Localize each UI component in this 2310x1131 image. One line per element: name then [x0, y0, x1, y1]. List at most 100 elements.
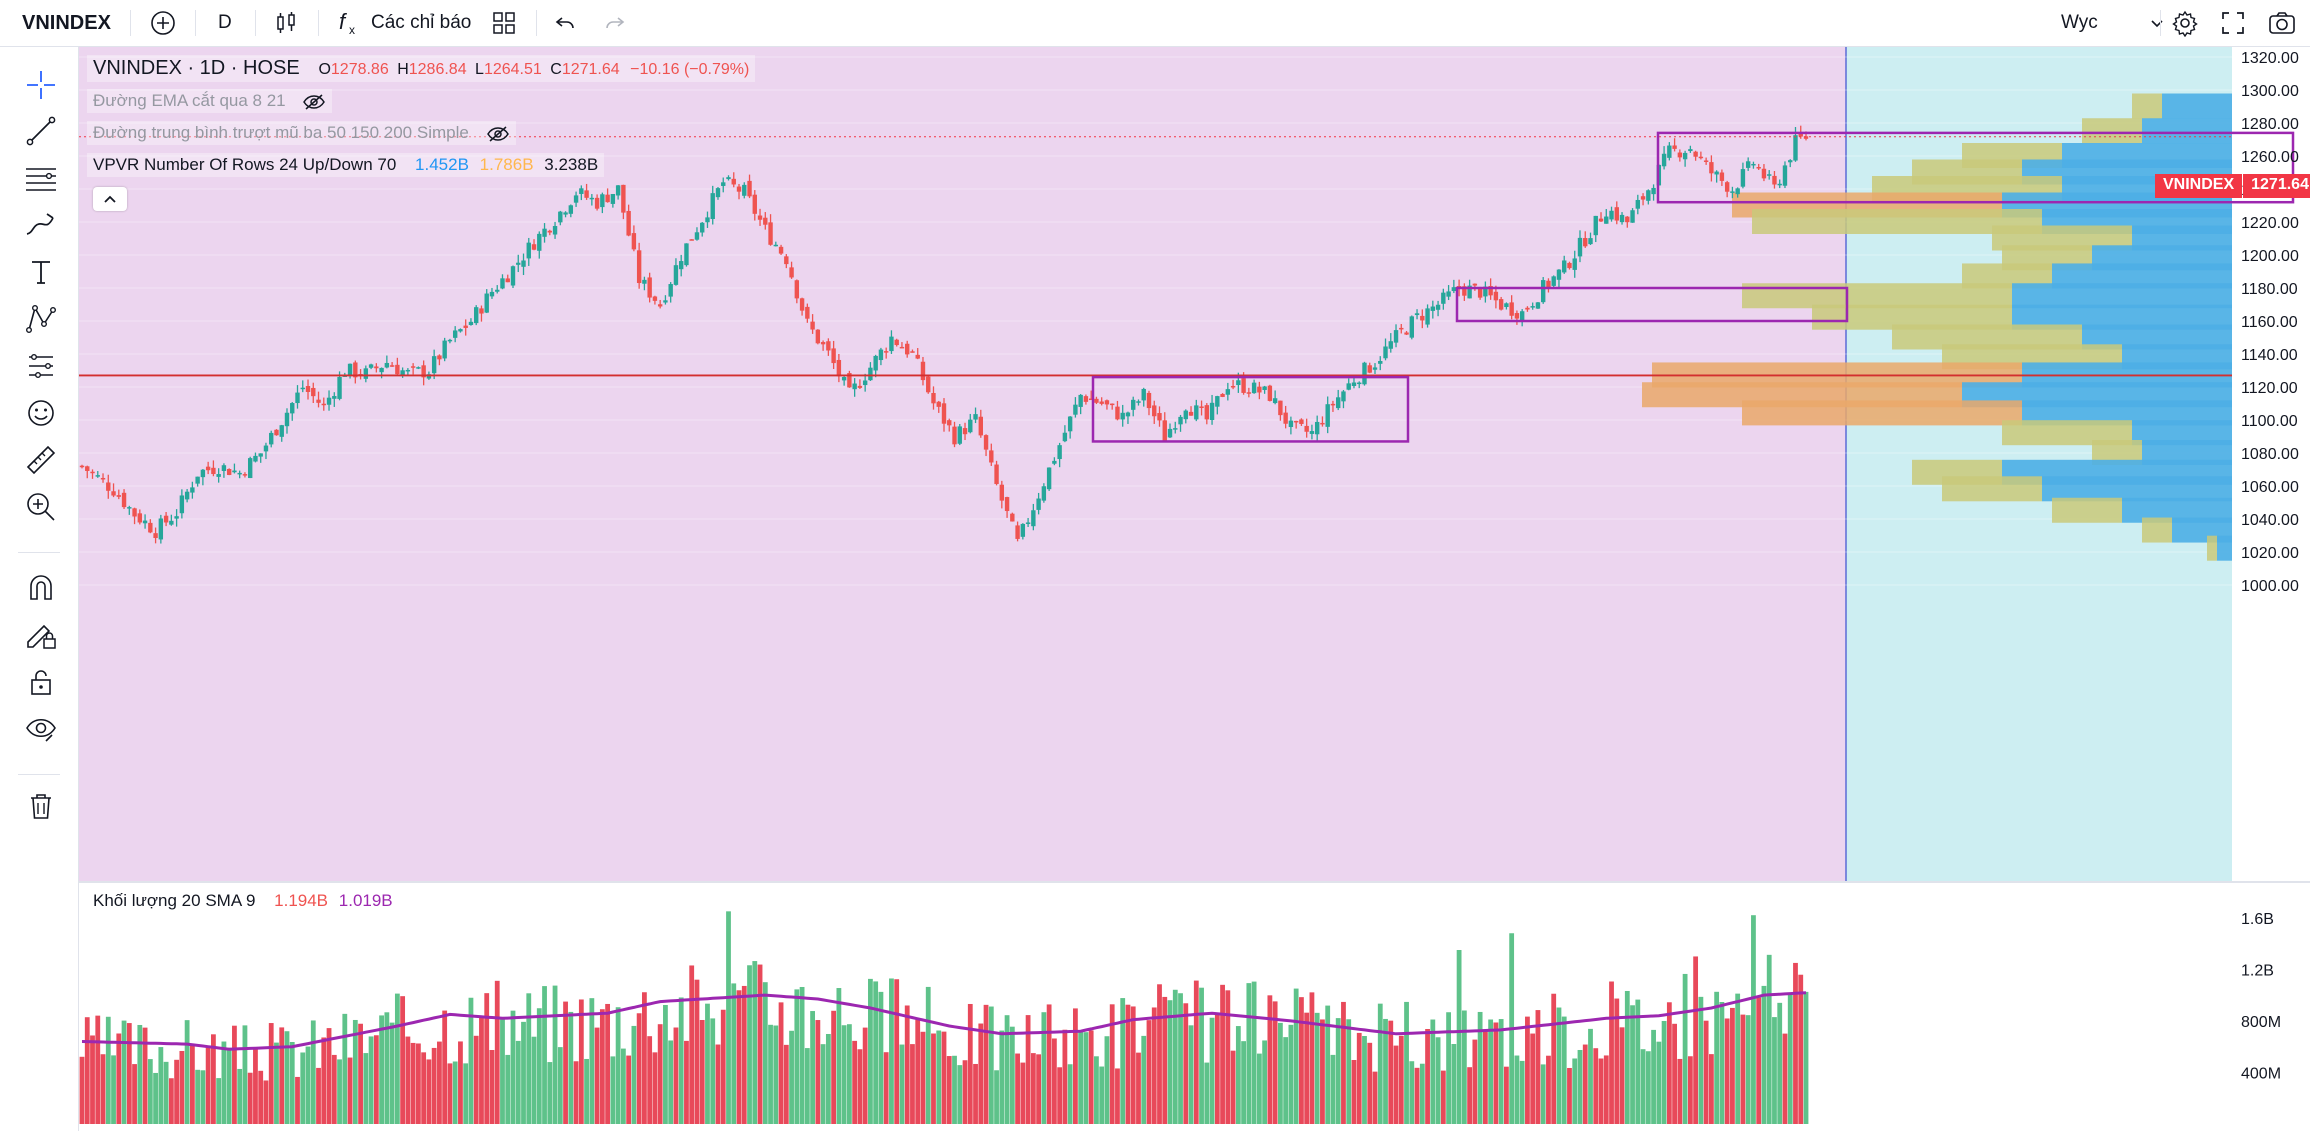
volume-bar — [831, 1010, 837, 1124]
emoji-tool[interactable] — [22, 394, 60, 432]
volume-bar — [846, 1024, 852, 1124]
volume-bar — [437, 1041, 442, 1124]
candle-body — [1157, 413, 1162, 421]
volume-bar — [946, 1056, 952, 1124]
candle-body — [915, 354, 920, 359]
lock-drawing-tool[interactable] — [22, 616, 60, 654]
candle-body — [805, 306, 810, 319]
collapse-legend-button[interactable] — [93, 187, 127, 211]
candle-body — [736, 186, 742, 192]
volume-bar — [1798, 974, 1804, 1124]
forecast-tool[interactable] — [22, 347, 60, 385]
candle-body — [631, 233, 637, 250]
candle-body — [994, 464, 999, 484]
candle-body — [484, 293, 489, 313]
candle-body — [710, 193, 715, 220]
magnet-tool[interactable] — [22, 569, 60, 607]
text-tool[interactable] — [22, 253, 60, 291]
vpvr-legend[interactable]: VPVR Number Of Rows 24 Up/Down 70 1.452B… — [87, 153, 605, 177]
volume-bar — [1277, 1022, 1283, 1124]
candle-body — [379, 367, 384, 373]
brush-tool[interactable] — [22, 206, 60, 244]
volume-bar — [1094, 1056, 1099, 1124]
volume-bar — [857, 1049, 863, 1124]
candle-body — [657, 304, 663, 307]
chart-type-button[interactable] — [272, 0, 300, 46]
crosshair-tool[interactable] — [22, 66, 60, 104]
volume-bar — [1493, 1022, 1499, 1124]
volume-bar — [1451, 1044, 1457, 1124]
ema-legend[interactable]: Đường EMA cắt qua 8 21 — [87, 89, 333, 113]
candle-body — [668, 284, 673, 297]
volume-legend[interactable]: Khối lượng 20 SMA 9 1.194B 1.019B — [93, 891, 393, 911]
volume-bar — [852, 1040, 858, 1124]
brush-icon — [26, 213, 54, 235]
undo-icon — [555, 17, 574, 29]
layout-button[interactable] — [491, 0, 517, 46]
candle-body — [1272, 398, 1278, 404]
volume-bar — [174, 1059, 180, 1124]
price-axis-label: 1000.00 — [2241, 578, 2299, 595]
volume-bar — [1272, 1001, 1278, 1124]
watchlist-select[interactable]: Wyc — [2061, 0, 2168, 46]
horizontal-lines-tool[interactable] — [22, 159, 60, 197]
compare-button[interactable] — [149, 0, 177, 46]
volume-bar — [952, 1055, 957, 1124]
ruler-tool[interactable] — [22, 441, 60, 479]
visibility-tool[interactable] — [22, 710, 60, 748]
fullscreen-button[interactable] — [2220, 0, 2246, 46]
candle-body — [700, 222, 705, 233]
rectangle-drawing — [1656, 131, 2295, 204]
candle-body — [1435, 304, 1441, 310]
volume-bar — [1546, 1055, 1551, 1124]
undo-button[interactable] — [553, 0, 577, 46]
redo-button[interactable] — [603, 0, 627, 46]
candle-body — [905, 343, 910, 355]
eye-off-icon[interactable] — [302, 93, 326, 111]
remove-drawings-tool[interactable] — [22, 787, 60, 825]
candle-body — [1362, 362, 1367, 385]
volume-bar — [126, 1023, 132, 1124]
symbol-search-button[interactable]: VNINDEX — [22, 0, 111, 46]
eye-off-icon[interactable] — [486, 125, 510, 143]
candle-body — [537, 233, 542, 251]
volume-bar — [1288, 1024, 1294, 1124]
settings-button[interactable] — [2171, 0, 2199, 46]
candle-body — [1304, 425, 1309, 432]
volume-bar — [352, 1019, 358, 1124]
zoom-in-tool[interactable] — [22, 488, 60, 526]
snapshot-button[interactable] — [2268, 0, 2296, 46]
volume-bar — [326, 1028, 332, 1124]
candle-body — [663, 300, 668, 303]
lock-tool[interactable] — [22, 663, 60, 701]
volume-bar — [1356, 1032, 1362, 1124]
volume-sma-value: 1.019B — [338, 891, 393, 910]
candle-body — [558, 211, 563, 223]
candle-body — [531, 244, 537, 250]
volume-bar — [342, 1013, 348, 1124]
price-chart[interactable]: 1320.001300.001280.001260.001240.001220.… — [79, 47, 2310, 1131]
candle-body — [184, 491, 190, 500]
volume-bar — [100, 1054, 106, 1124]
volume-bar — [468, 997, 474, 1124]
symbol-legend[interactable]: VNINDEX · 1D · HOSE O1278.86 H1286.84 L1… — [87, 55, 756, 82]
volume-bar — [184, 1020, 190, 1124]
candle-body — [1441, 292, 1446, 304]
chart-area[interactable]: 1320.001300.001280.001260.001240.001220.… — [79, 47, 2310, 1131]
volume-bar — [1251, 981, 1257, 1124]
interval-button[interactable]: D — [218, 0, 232, 46]
candle-body — [768, 222, 773, 245]
candle-body — [1299, 419, 1304, 424]
candle-body — [868, 367, 873, 381]
trend-line-tool[interactable] — [22, 112, 60, 150]
candle-body — [1767, 174, 1772, 176]
ma-legend[interactable]: Đường trung bình trượt mũ ba 50 150 200 … — [87, 121, 516, 145]
volume-bar — [1204, 1062, 1210, 1124]
volume-bar — [1430, 1019, 1436, 1124]
candle-body — [1251, 382, 1257, 394]
volume-bar — [757, 964, 763, 1124]
candle-body — [742, 184, 747, 196]
volume-bar — [978, 1023, 984, 1124]
pattern-tool[interactable] — [22, 300, 60, 338]
